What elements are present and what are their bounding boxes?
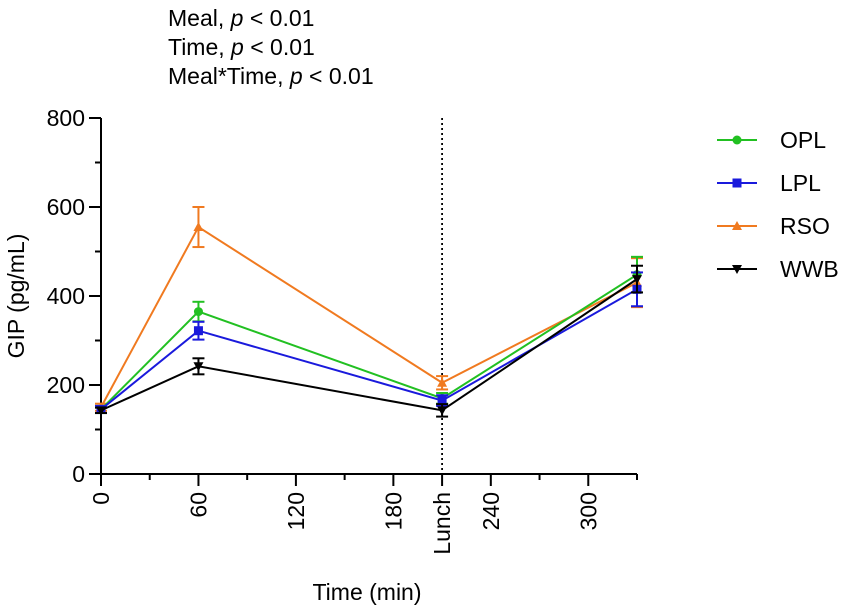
series-line-rso: [100, 225, 638, 408]
y-tick-label-400: 400: [47, 283, 85, 309]
legend-label-rso: RSO: [780, 213, 830, 239]
x-tick-label-0: 0: [88, 492, 114, 505]
stat-time: Time, p < 0.01: [168, 34, 315, 60]
y-tick-label-800: 800: [47, 105, 85, 131]
y-tick-label-0: 0: [72, 461, 85, 487]
point-lpl-60: [193, 326, 203, 336]
x-axis-title: Time (min): [312, 579, 421, 605]
series-line-wwb: [100, 278, 638, 412]
x-tick-label-lunch: Lunch: [429, 492, 455, 555]
legend-marker-lpl: [732, 178, 742, 188]
legend-label-opl: OPL: [780, 127, 826, 153]
point-wwb-0: [96, 406, 106, 416]
y-tick-label-600: 600: [47, 194, 85, 220]
x-tick-label-180: 180: [380, 492, 406, 530]
point-rso-210: [437, 377, 448, 387]
series-line-opl: [100, 273, 638, 411]
point-opl-60: [193, 307, 203, 317]
point-lpl-210: [437, 396, 447, 406]
legend-marker-wwb: [732, 265, 742, 274]
y-axis-title: GIP (pg/mL): [3, 234, 29, 359]
legend-label-wwb: WWB: [780, 256, 839, 282]
legend-label-lpl: LPL: [780, 170, 821, 196]
x-tick-label-120: 120: [283, 492, 309, 530]
point-wwb-330: [632, 275, 642, 285]
series-lpl: [95, 271, 643, 415]
x-tick-label-60: 60: [185, 492, 211, 518]
stat-meal: Meal, p < 0.01: [168, 5, 315, 31]
x-tick-label-300: 300: [575, 492, 601, 530]
point-wwb-210: [437, 406, 448, 416]
y-tick-label-200: 200: [47, 372, 85, 398]
point-wwb-60: [193, 362, 204, 372]
legend-marker-opl: [732, 135, 742, 145]
legend: OPL LPL RSO WWB: [717, 127, 839, 282]
legend-marker-rso: [732, 221, 742, 230]
stats-annotation: Meal, p < 0.01 Time, p < 0.01 Meal*Time,…: [168, 4, 374, 91]
point-rso-60: [193, 222, 204, 232]
x-tick-label-240: 240: [478, 492, 504, 530]
series-wwb: [95, 264, 643, 418]
series-line-lpl: [100, 288, 638, 411]
stat-meal-time: Meal*Time, p < 0.01: [168, 63, 374, 89]
